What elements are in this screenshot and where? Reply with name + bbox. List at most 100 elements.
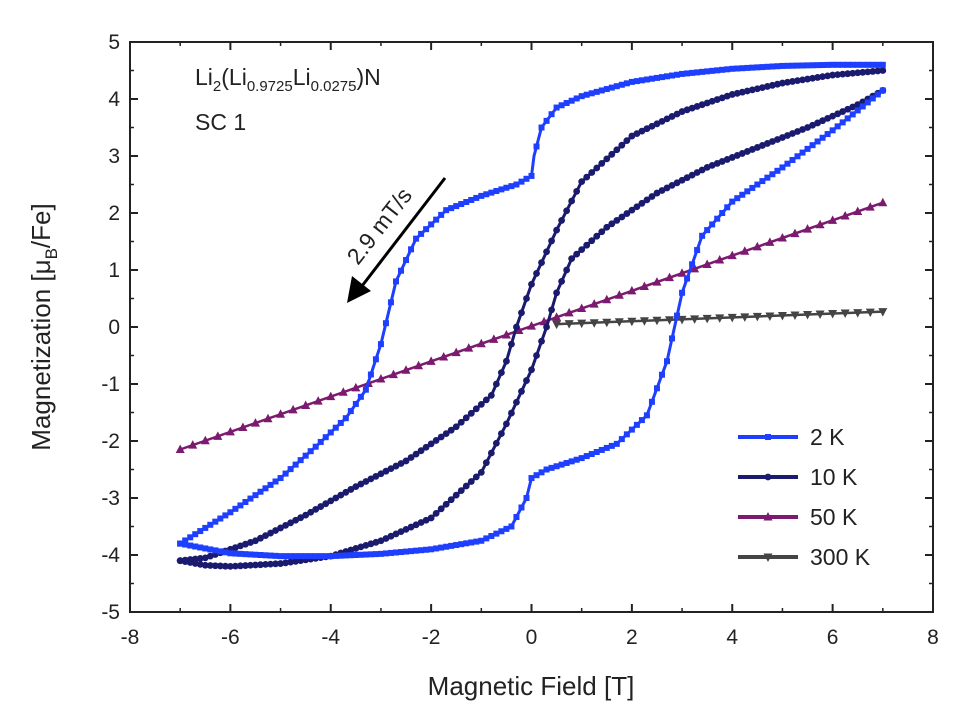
series-2k-point bbox=[543, 117, 550, 124]
series-50k-point bbox=[527, 321, 536, 330]
series-10k-point bbox=[859, 68, 867, 76]
series-10k-point bbox=[462, 482, 470, 490]
series-2k-point bbox=[719, 66, 726, 73]
series-10k-point bbox=[643, 196, 651, 204]
series-2k-point bbox=[498, 528, 505, 535]
series-2k-point bbox=[844, 61, 851, 68]
series-2k-point bbox=[633, 421, 640, 428]
series-50k-point bbox=[464, 343, 474, 352]
series-10k-point bbox=[653, 120, 661, 128]
legend-swatch-marker bbox=[763, 512, 773, 521]
series-2k-point bbox=[839, 61, 846, 68]
series-50k-point bbox=[388, 369, 398, 379]
series-2k-point bbox=[443, 207, 450, 214]
series-2k-point bbox=[699, 232, 706, 239]
series-2k-point bbox=[563, 99, 570, 106]
series-50k-point bbox=[589, 299, 599, 308]
series-2k-point bbox=[704, 227, 711, 234]
series-2k-point bbox=[648, 398, 655, 405]
series-2k-point bbox=[794, 62, 801, 69]
series-2k-point bbox=[794, 153, 801, 160]
series-50k-point bbox=[853, 206, 863, 216]
series-10k-point bbox=[287, 558, 294, 566]
series-2k-point bbox=[468, 196, 475, 203]
series-300k-point bbox=[777, 311, 787, 321]
series-2k-point bbox=[518, 178, 525, 185]
series-10k-point bbox=[392, 462, 400, 470]
series-10k-point bbox=[854, 69, 862, 77]
series-2k-point bbox=[337, 552, 344, 559]
series-2k-point bbox=[332, 552, 339, 559]
series-2k-point bbox=[613, 83, 620, 90]
series-2k-point bbox=[839, 119, 846, 126]
series-50k-point bbox=[665, 272, 675, 282]
series-300k-point bbox=[803, 311, 813, 320]
series-2k-point bbox=[769, 171, 776, 178]
series-2k-point bbox=[854, 61, 861, 68]
series-10k-point bbox=[302, 511, 310, 519]
series-2k-point bbox=[834, 61, 841, 68]
series-10k-point bbox=[693, 169, 701, 176]
series-50k-point bbox=[790, 228, 800, 238]
series-50k-point bbox=[828, 215, 838, 224]
series-2k-point bbox=[608, 442, 615, 449]
series-2k-point bbox=[438, 211, 445, 218]
y-tick-label: 1 bbox=[108, 259, 120, 282]
series-2k-point bbox=[448, 205, 455, 212]
series-2k-point bbox=[814, 138, 821, 145]
series-2k-point bbox=[252, 492, 259, 499]
series-2k-point bbox=[869, 61, 876, 68]
series-10k-point bbox=[633, 203, 641, 211]
series-10k-point bbox=[683, 174, 691, 182]
series-2k-point bbox=[518, 504, 525, 511]
series-10k-point bbox=[307, 508, 315, 516]
series-2k-point bbox=[784, 62, 791, 69]
series-10k-point bbox=[226, 563, 234, 570]
series-2k-point bbox=[648, 75, 655, 82]
series-10k-point bbox=[623, 137, 631, 145]
series-2k-point bbox=[478, 192, 485, 199]
series-2k-point bbox=[689, 69, 696, 76]
series-2k-point bbox=[874, 61, 881, 68]
series-2k-point bbox=[558, 102, 565, 109]
series-2k-point bbox=[593, 448, 600, 455]
series-10k-point bbox=[528, 366, 535, 374]
series-2k-point bbox=[347, 408, 354, 415]
series-2k-point bbox=[684, 275, 691, 282]
series-300k-point bbox=[765, 312, 775, 321]
series-10k-point bbox=[598, 228, 606, 236]
series-10k-point bbox=[523, 295, 530, 302]
series-2k-point bbox=[287, 553, 294, 560]
series-2k-point bbox=[583, 453, 590, 460]
series-10k-point bbox=[327, 497, 335, 505]
series-2k-point bbox=[222, 512, 229, 519]
series-50k-point bbox=[451, 347, 461, 357]
series-2k-point bbox=[468, 539, 475, 546]
series-2k-point bbox=[408, 246, 415, 253]
series-10k-point bbox=[518, 309, 525, 317]
series-2k-point bbox=[538, 124, 545, 131]
series-50k-point bbox=[803, 224, 813, 233]
series-10k-point bbox=[407, 454, 415, 461]
series-2k-point bbox=[784, 160, 791, 167]
y-axis-title: Magnetization [μB/Fe] bbox=[26, 203, 61, 450]
series-10k-point bbox=[658, 187, 666, 194]
series-2k-point bbox=[458, 201, 465, 208]
series-2k-point bbox=[337, 419, 344, 426]
series-2k-point bbox=[643, 76, 650, 83]
series-2k-point bbox=[277, 475, 284, 482]
series-10k-point bbox=[618, 141, 626, 149]
series-2k-point bbox=[704, 68, 711, 75]
series-10k-point bbox=[497, 430, 505, 437]
series-2k-point bbox=[292, 553, 299, 560]
series-2k-point bbox=[418, 230, 425, 237]
series-50k-point bbox=[702, 259, 712, 268]
series-10k-point bbox=[638, 127, 646, 135]
series-50k-point bbox=[301, 400, 311, 409]
series-10k-point bbox=[668, 113, 676, 120]
series-10k-point bbox=[668, 181, 676, 189]
series-300k-point bbox=[853, 309, 863, 318]
y-tick-label: -2 bbox=[101, 430, 120, 453]
series-2k-point bbox=[473, 194, 480, 201]
series-2k-point bbox=[608, 84, 615, 91]
